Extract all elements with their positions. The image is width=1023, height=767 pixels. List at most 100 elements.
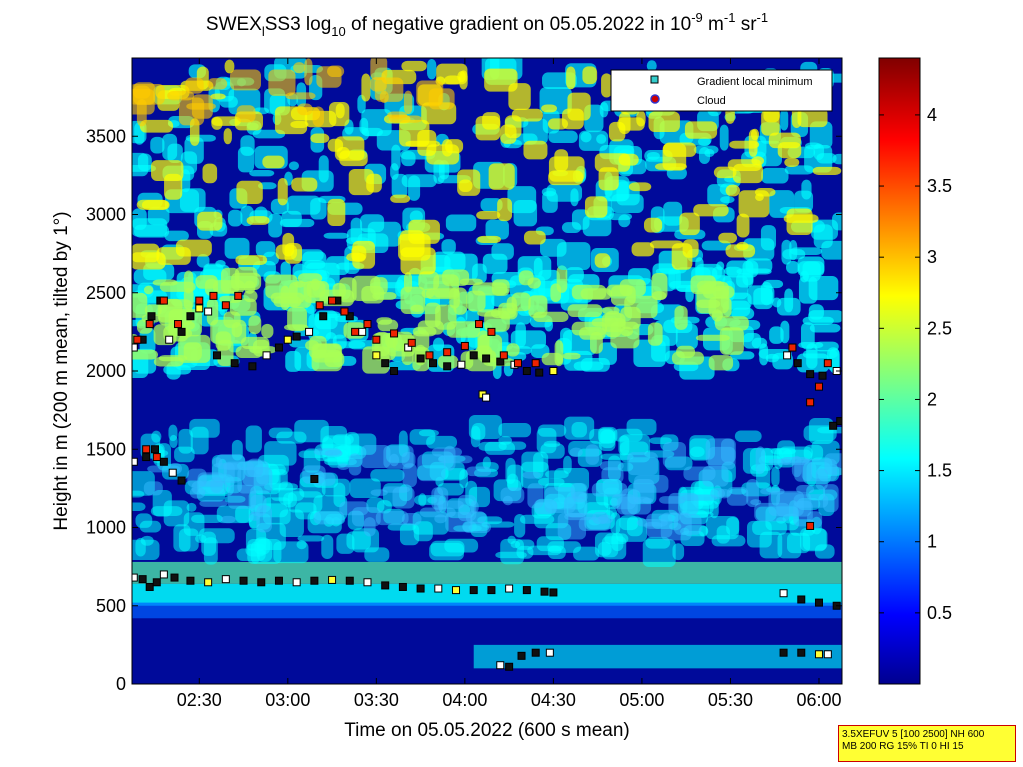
heatmap-cell — [634, 475, 669, 493]
gradient-minimum-marker — [186, 576, 195, 585]
heatmap-cell — [401, 151, 416, 167]
heatmap-cell — [815, 468, 828, 491]
gradient-minimum-marker — [496, 661, 505, 670]
heatmap-cell — [413, 521, 433, 542]
heatmap-cell — [434, 487, 444, 513]
cloud-marker — [221, 301, 230, 310]
heatmap-cell — [321, 534, 334, 559]
heatmap-cell — [784, 165, 814, 175]
cloud-marker — [234, 291, 243, 300]
gradient-minimum-marker — [151, 445, 160, 454]
heatmap-cell — [310, 198, 327, 220]
heatmap-cell — [565, 267, 584, 283]
heatmap-cell — [370, 58, 388, 80]
gradient-minimum-marker — [416, 584, 425, 593]
x-tick-label: 03:00 — [265, 690, 310, 710]
cloud-marker — [159, 296, 168, 305]
heatmap-cell — [453, 287, 467, 315]
heatmap-cell — [211, 116, 223, 130]
heatmap-cell — [366, 173, 382, 193]
colorbar-tick-label: 2 — [927, 389, 937, 409]
gradient-minimum-marker — [814, 598, 823, 607]
heatmap-cell — [523, 140, 548, 160]
gradient-minimum-marker — [274, 576, 283, 585]
x-tick-label: 04:30 — [531, 690, 576, 710]
heatmap-cell — [409, 429, 436, 445]
heatmap-cell — [627, 452, 658, 476]
heatmap-cell — [132, 243, 160, 263]
cloud-marker — [499, 351, 508, 360]
heatmap-cell — [768, 458, 792, 465]
heatmap-cell — [275, 244, 297, 260]
heatmap-cell — [304, 58, 313, 86]
heatmap-cell — [699, 284, 715, 294]
heatmap-cell — [618, 214, 631, 228]
heatmap-cell — [708, 355, 734, 371]
heatmap-cell — [207, 78, 228, 90]
heatmap-cell — [287, 491, 323, 513]
heatmap-cell — [624, 295, 658, 319]
heatmap-cell — [776, 492, 812, 517]
heatmap-cell — [246, 216, 270, 225]
heatmap-cell — [265, 274, 298, 299]
heatmap-cell — [618, 112, 631, 135]
heatmap-cell — [651, 272, 668, 300]
heatmap-cell — [482, 112, 501, 130]
heatmap-cell — [150, 506, 183, 517]
heatmap-cell — [191, 514, 223, 523]
gradient-minimum-marker — [230, 359, 239, 368]
heatmap-cell — [132, 349, 159, 360]
heatmap-cell — [824, 453, 842, 475]
cloud-marker — [133, 335, 142, 344]
heatmap-cell — [191, 481, 228, 495]
heatmap-cell — [570, 482, 588, 500]
heatmap-cell — [268, 69, 296, 96]
colorbar-tick-label: 1 — [927, 532, 937, 552]
gradient-minimum-marker — [142, 453, 151, 462]
heatmap-cell — [491, 279, 510, 296]
heatmap-cell — [248, 315, 262, 335]
heatmap-cell — [151, 430, 162, 443]
gradient-minimum-marker — [177, 327, 186, 336]
heatmap-cell — [598, 342, 617, 365]
gradient-minimum-marker — [469, 351, 478, 360]
heatmap-cell — [132, 88, 155, 115]
gradient-minimum-marker — [522, 367, 531, 375]
heatmap-cell — [791, 455, 802, 478]
heatmap-cell — [243, 290, 258, 303]
heatmap-cell — [594, 253, 611, 268]
gradient-minimum-marker — [779, 648, 788, 657]
heatmap-cell — [459, 70, 468, 90]
heatmap-cell — [747, 285, 775, 305]
heatmap-cell — [585, 444, 600, 465]
heatmap-cell — [541, 104, 558, 113]
heatmap-cell — [777, 142, 802, 159]
heatmap-cell — [446, 321, 481, 338]
heatmap-cell — [151, 160, 184, 181]
heatmap-band-low — [132, 583, 842, 606]
heatmap-cell — [798, 342, 824, 349]
heatmap-cell — [441, 239, 456, 255]
heatmap-cell — [399, 230, 425, 258]
heatmap-cell — [618, 153, 639, 166]
heatmap-cell — [671, 243, 693, 270]
heatmap-cell — [434, 514, 447, 524]
heatmap-cell — [491, 243, 514, 260]
heatmap-cell — [676, 345, 696, 359]
gradient-minimum-marker — [517, 651, 526, 660]
heatmap-cell — [513, 199, 538, 227]
gradient-minimum-marker — [328, 575, 337, 584]
heatmap-cell — [199, 499, 228, 507]
heatmap-cell — [418, 271, 440, 291]
y-tick-label: 0 — [116, 674, 126, 694]
heatmap-cell — [370, 489, 388, 496]
cloud-marker — [475, 320, 484, 329]
heatmap-cell — [139, 328, 156, 354]
heatmap-cell — [578, 130, 609, 151]
heatmap-cell — [761, 167, 789, 184]
heatmap-cell — [195, 275, 218, 289]
heatmap-cell — [510, 540, 521, 549]
heatmap-cell — [465, 511, 487, 524]
heatmap-cell — [132, 208, 147, 230]
heatmap-cell — [159, 281, 196, 292]
